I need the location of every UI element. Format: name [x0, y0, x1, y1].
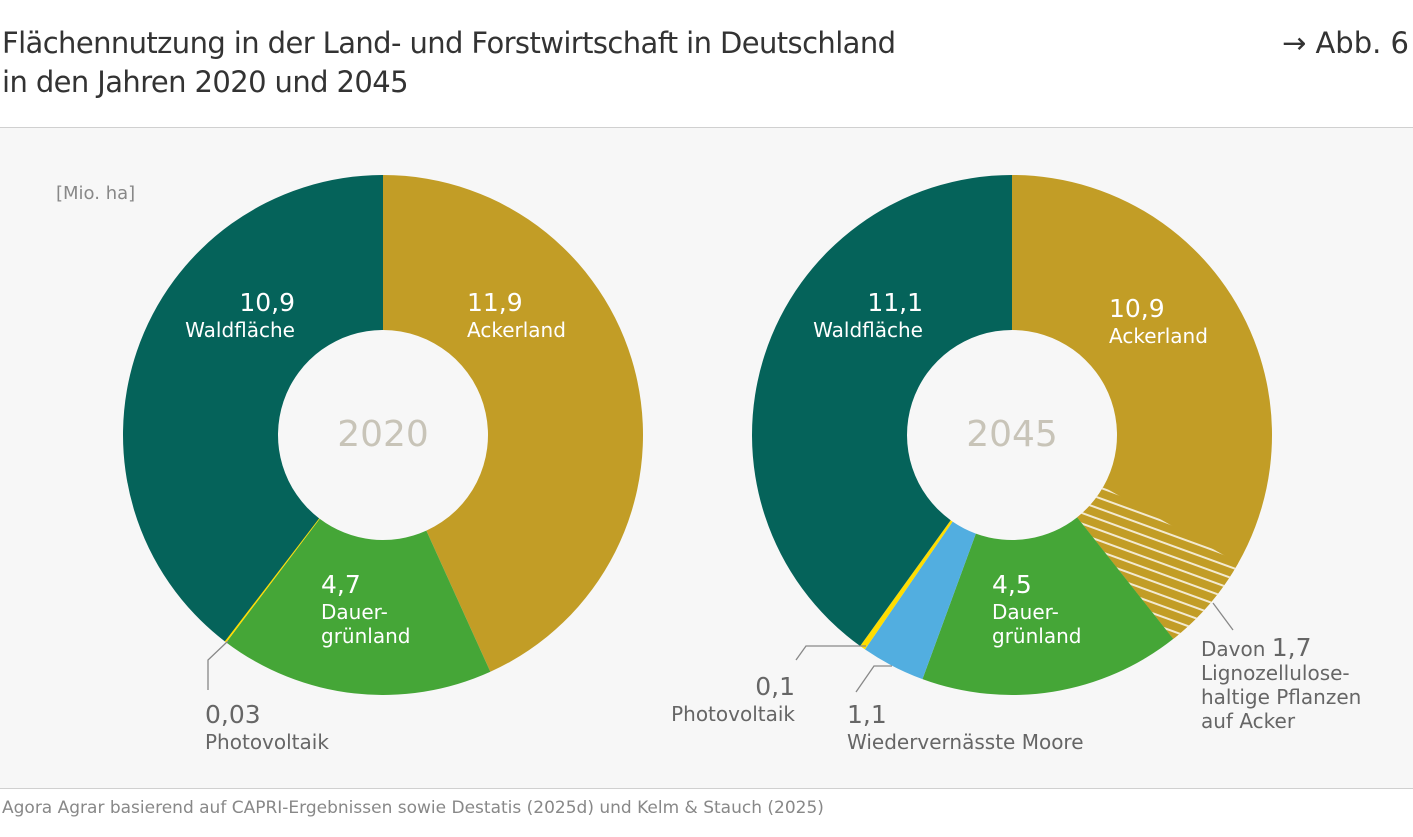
leader-ligno-2045 — [1212, 602, 1234, 631]
title-line-1: Flächennutzung in der Land- und Forstwir… — [2, 26, 896, 60]
slice-waldfläche-2045 — [752, 175, 1012, 647]
leader-pv-2020 — [207, 640, 229, 690]
label-gruenland-2020: 4,7 Dauer- grünland — [321, 570, 411, 648]
label-pv-2045: 0,1 Photovoltaik — [671, 672, 795, 726]
label-moore-2045: 1,1 Wiedervernässte Moore — [847, 700, 1084, 754]
slice-ackerland-2045 — [1012, 175, 1272, 639]
unit-label: [Mio. ha] — [56, 183, 136, 204]
label-wald-2020: 10,9 Waldfläche — [185, 288, 295, 342]
figure-reference: → Abb. 6 — [1281, 26, 1409, 60]
source-note: Agora Agrar basierend auf CAPRI-Ergebnis… — [2, 798, 824, 818]
leader-pv-2045 — [795, 645, 866, 661]
chart-title: Flächennutzung in der Land- und Forstwir… — [2, 24, 896, 102]
center-label-2045: 2045 — [966, 414, 1058, 455]
slice-photovoltaik-2045 — [860, 520, 953, 650]
leader-lines — [207, 602, 1234, 693]
center-label-2020: 2020 — [337, 414, 429, 455]
label-gruenland-2045: 4,5 Dauer- grünland — [992, 570, 1082, 648]
label-ackerland-2020: 11,9 Ackerland — [467, 288, 566, 342]
slice-dauergrünland-2020 — [226, 518, 491, 695]
leader-moore-2045 — [855, 665, 892, 693]
label-pv-2020: 0,03 Photovoltaik — [205, 700, 329, 754]
slice-ackerland-2020 — [383, 175, 644, 672]
label-ackerland-2045: 10,9 Ackerland — [1109, 294, 1208, 348]
slice-dauergrünland-2045 — [922, 517, 1174, 695]
title-line-2: in den Jahren 2020 und 2045 — [2, 65, 409, 99]
label-ligno-2045: Davon 1,7 Lignozellulose- haltige Pflanze… — [1201, 633, 1362, 733]
label-wald-2045: 11,1 Waldfläche — [813, 288, 923, 342]
slice-hatched-ligno-2045 — [1077, 486, 1239, 639]
slice-waldfläche-2020 — [122, 174, 384, 642]
slice-wiedervernässtemoore-2045 — [864, 521, 976, 680]
